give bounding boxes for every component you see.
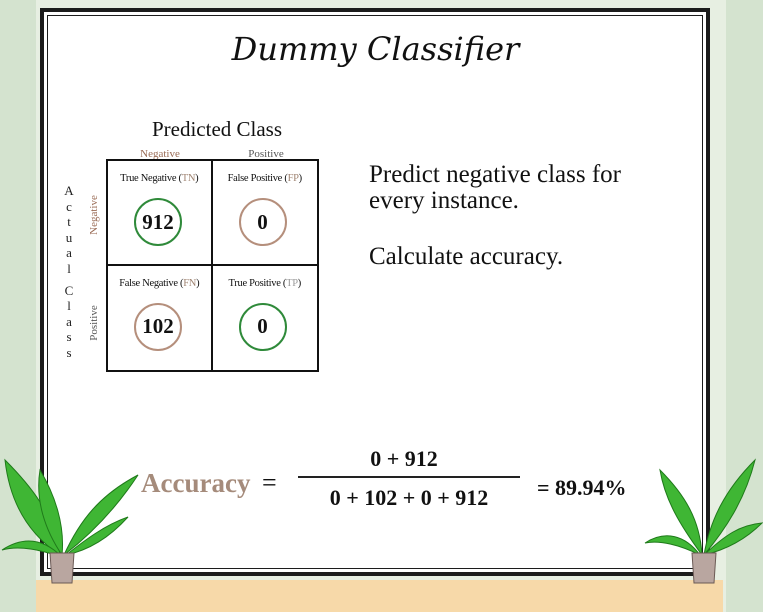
fraction-denominator: 0 + 102 + 0 + 912 [329, 485, 489, 510]
left-plant-illustration [1, 458, 139, 584]
column-positive-label: Positive [248, 148, 284, 160]
description: Predict negative class for every instanc… [369, 162, 669, 300]
slide-title: Dummy Classifier [231, 30, 520, 68]
cell-false-negative: False Negative (FN) 102 [108, 265, 213, 370]
cell-false-positive: False Positive (FP) 0 [212, 161, 317, 266]
value-circle-tp: 0 [238, 302, 287, 351]
whiteboard: Dummy Classifier Predicted Class Negativ… [40, 8, 710, 576]
whiteboard-inner-frame [47, 15, 703, 569]
column-negative-label: Negative [140, 148, 180, 160]
value-circle-fn: 102 [134, 302, 182, 351]
confusion-matrix: True Negative (TN) 912 False Positive (F… [106, 159, 319, 372]
row-positive-label: Positive [88, 305, 100, 341]
predicted-class-label: Predicted Class [151, 117, 283, 141]
cell-label-text: True Positive [228, 277, 281, 289]
cell-label-text: True Negative [120, 173, 177, 184]
right-plant-illustration [644, 458, 763, 584]
fraction-bar [298, 476, 520, 478]
accuracy-label: Accuracy [141, 468, 251, 498]
cell-abbr: FP [287, 173, 299, 184]
cell-abbr: TN [181, 173, 196, 184]
row-negative-label: Negative [88, 195, 100, 235]
value-circle-fp: 0 [238, 198, 287, 246]
cell-label-text: False Positive [227, 173, 283, 184]
description-line-1: Predict negative class for every instanc… [369, 161, 621, 214]
floor [36, 580, 723, 612]
equals-sign: = [262, 468, 277, 497]
cell-label-text: False Negative [119, 277, 178, 289]
cell-true-negative: True Negative (TN) 912 [108, 161, 213, 266]
cell-abbr: FN [183, 277, 197, 289]
cell-true-positive: True Positive (TP) 0 [213, 266, 318, 371]
value-circle-tn: 912 [134, 198, 182, 246]
accuracy-result: = 89.94% [537, 475, 627, 500]
cell-abbr: TP [286, 277, 298, 289]
description-line-2: Calculate accuracy. [369, 243, 564, 270]
fraction-numerator: 0 + 912 [370, 446, 438, 471]
